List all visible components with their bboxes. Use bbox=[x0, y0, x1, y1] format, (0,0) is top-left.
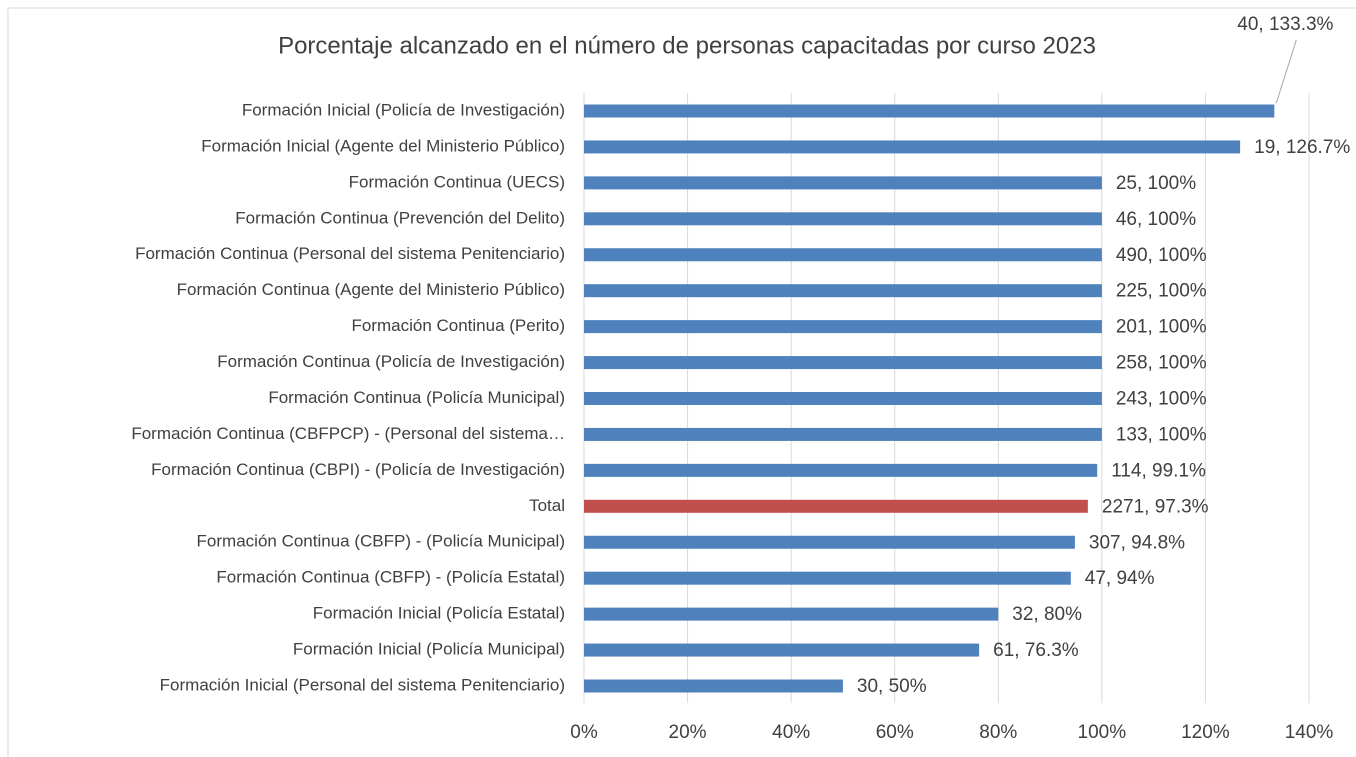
x-tick-label: 40% bbox=[772, 722, 810, 743]
data-label: 25, 100% bbox=[1116, 173, 1196, 194]
data-label: 46, 100% bbox=[1116, 209, 1196, 230]
bar bbox=[584, 571, 1071, 585]
data-label: 47, 94% bbox=[1085, 568, 1155, 589]
bar bbox=[584, 607, 999, 621]
y-tick-label: Formación Continua (Policía de Investiga… bbox=[217, 352, 565, 371]
bar bbox=[584, 284, 1102, 298]
bar bbox=[584, 104, 1275, 118]
y-tick-label: Formación Inicial (Agente del Ministerio… bbox=[201, 136, 565, 155]
data-label: 2271, 97.3% bbox=[1102, 496, 1209, 517]
bar bbox=[584, 463, 1098, 477]
y-tick-label: Total bbox=[529, 496, 565, 515]
y-tick-label: Formación Continua (CBFPCP) - (Personal … bbox=[131, 424, 565, 443]
chart-border bbox=[7, 7, 1356, 757]
y-tick-label: Formación Continua (Agente del Ministeri… bbox=[177, 280, 565, 299]
y-tick-label: Formación Continua (UECS) bbox=[349, 172, 565, 191]
data-label: 201, 100% bbox=[1116, 317, 1207, 338]
leader-line bbox=[1275, 39, 1297, 104]
bar bbox=[584, 176, 1102, 190]
x-tick-label: 140% bbox=[1285, 722, 1334, 743]
y-tick-label: Formación Continua (CBFP) - (Policía Est… bbox=[216, 568, 565, 587]
bar bbox=[584, 320, 1102, 334]
data-label: 40, 133.3% bbox=[1237, 14, 1333, 35]
data-label: 490, 100% bbox=[1116, 245, 1207, 266]
x-tick-label: 0% bbox=[570, 722, 598, 743]
bar bbox=[584, 392, 1102, 405]
bar bbox=[584, 643, 980, 657]
y-tick-label: Formación Continua (CBPI) - (Policía de … bbox=[151, 460, 565, 479]
x-tick-label: 120% bbox=[1181, 722, 1230, 743]
x-tick-label: 60% bbox=[876, 722, 914, 743]
y-tick-label: Formación Inicial (Policía Municipal) bbox=[293, 640, 565, 659]
bar bbox=[584, 499, 1088, 513]
x-tick-label: 80% bbox=[979, 722, 1017, 743]
bar bbox=[584, 535, 1075, 549]
data-label: 258, 100% bbox=[1116, 353, 1207, 374]
bar bbox=[584, 427, 1102, 441]
data-label: 19, 126.7% bbox=[1254, 137, 1350, 158]
data-label: 114, 99.1% bbox=[1111, 460, 1206, 481]
chart-title: Porcentaje alcanzado en el número de per… bbox=[278, 32, 1096, 59]
y-tick-label: Formación Continua (Personal del sistema… bbox=[135, 244, 565, 263]
data-label: 61, 76.3% bbox=[993, 640, 1079, 661]
x-tick-label: 20% bbox=[669, 722, 707, 743]
data-label: 243, 100% bbox=[1116, 389, 1207, 410]
y-tick-label: Formación Continua (Perito) bbox=[351, 316, 565, 335]
y-tick-label: Formación Inicial (Policía de Investigac… bbox=[242, 100, 565, 119]
x-tick-label: 100% bbox=[1078, 722, 1127, 743]
bar bbox=[584, 679, 843, 693]
y-tick-label: Formación Continua (Prevención del Delit… bbox=[235, 208, 565, 227]
y-tick-label: Formación Inicial (Personal del sistema … bbox=[160, 675, 565, 694]
y-tick-label: Formación Inicial (Policía Estatal) bbox=[313, 604, 565, 623]
y-tick-label: Formación Continua (Policía Municipal) bbox=[268, 388, 565, 407]
y-tick-label: Formación Continua (CBFP) - (Policía Mun… bbox=[197, 532, 565, 551]
bar bbox=[584, 248, 1102, 262]
bar bbox=[584, 212, 1102, 226]
data-label: 30, 50% bbox=[857, 676, 927, 697]
data-label: 307, 94.8% bbox=[1089, 532, 1185, 553]
bar bbox=[584, 140, 1241, 154]
data-label: 32, 80% bbox=[1012, 604, 1082, 625]
data-label: 133, 100% bbox=[1116, 424, 1207, 445]
data-label: 225, 100% bbox=[1116, 281, 1207, 302]
bar bbox=[584, 356, 1102, 370]
